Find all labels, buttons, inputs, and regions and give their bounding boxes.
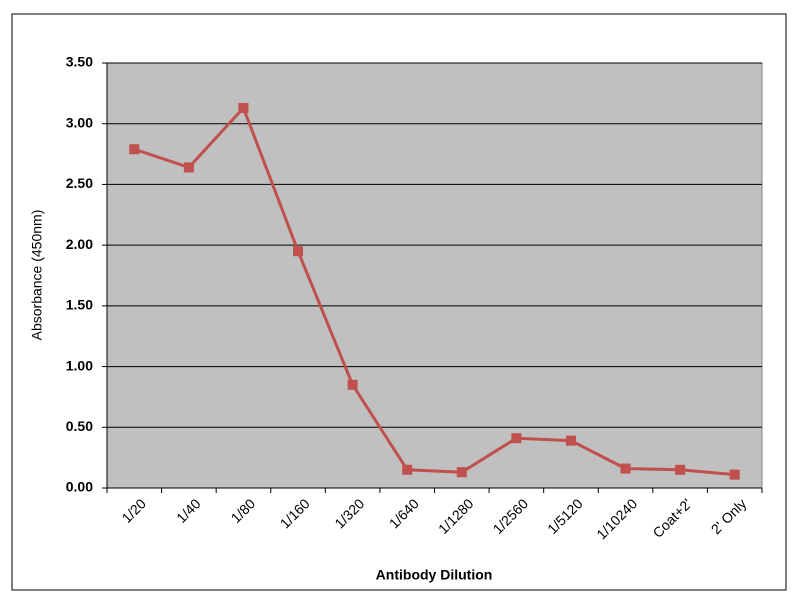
plot-area [106,62,763,489]
data-line [133,105,735,477]
data-marker [183,162,194,173]
y-tick-label: 3.00 [66,114,93,130]
data-marker [675,464,686,475]
data-marker [565,435,576,446]
data-marker [129,144,140,155]
data-marker [293,246,304,257]
y-tick-label: 1.00 [66,357,93,373]
data-marker [347,379,358,390]
x-axis-title: Antibody Dilution [376,567,493,583]
data-marker [456,467,467,478]
data-marker [729,469,740,480]
y-tick-label: 0.50 [66,418,93,434]
data-marker [511,433,522,444]
y-tick-label: 0.00 [66,479,93,495]
data-marker [620,463,631,474]
y-tick-label: 1.50 [66,297,93,313]
y-tick-label: 2.00 [66,236,93,252]
data-marker [238,102,249,113]
data-marker [402,464,413,475]
y-axis-title: Absorbance (450nm) [29,210,45,341]
y-tick-label: 2.50 [66,175,93,191]
y-tick-label: 3.50 [66,54,93,70]
